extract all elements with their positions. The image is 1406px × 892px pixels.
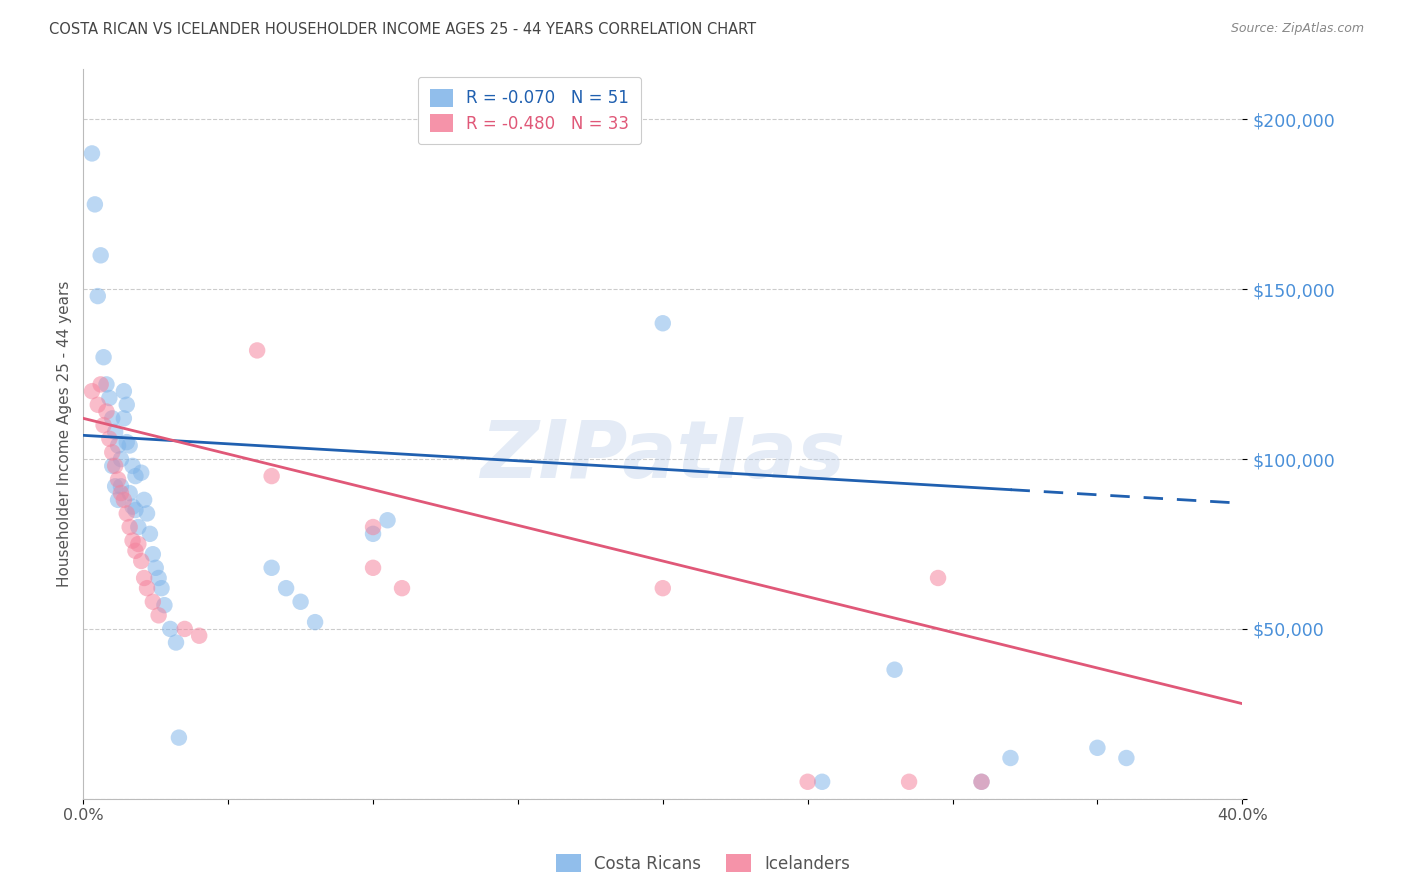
Point [153,598,176,612]
Point [139,526,162,541]
Point [1115,751,1137,765]
Point [651,316,673,330]
Point [101,458,124,473]
Point [83,197,105,211]
Point [134,571,156,585]
Point [1000,751,1022,765]
Point [142,547,165,561]
Point [115,435,138,450]
Point [246,343,269,358]
Point [136,507,159,521]
Point [290,595,312,609]
Point [377,513,399,527]
Point [150,581,173,595]
Point [80,146,103,161]
Point [112,492,135,507]
Point [124,544,146,558]
Point [304,615,326,629]
Point [129,554,152,568]
Point [173,622,195,636]
Point [1087,740,1109,755]
Point [115,507,138,521]
Point [115,398,138,412]
Point [107,492,129,507]
Point [811,774,834,789]
Point [188,629,211,643]
Point [104,479,127,493]
Point [110,486,132,500]
Point [110,452,132,467]
Point [927,571,949,585]
Point [87,398,110,412]
Point [127,537,149,551]
Point [118,520,141,534]
Point [124,503,146,517]
Point [361,526,384,541]
Point [98,391,121,405]
Point [148,608,170,623]
Point [129,466,152,480]
Point [101,411,124,425]
Point [118,486,141,500]
Point [970,774,993,789]
Point [121,458,143,473]
Point [142,595,165,609]
Point [651,581,673,595]
Point [159,622,181,636]
Text: ZIPatlas: ZIPatlas [481,417,845,494]
Point [260,561,283,575]
Point [145,561,167,575]
Point [93,350,115,364]
Legend: Costa Ricans, Icelanders: Costa Ricans, Icelanders [550,847,856,880]
Point [361,561,384,575]
Point [124,469,146,483]
Point [80,384,103,399]
Point [121,533,143,548]
Point [90,377,112,392]
Point [96,404,118,418]
Point [101,445,124,459]
Point [148,571,170,585]
Point [274,581,297,595]
Point [361,520,384,534]
Point [112,411,135,425]
Point [96,377,118,392]
Text: COSTA RICAN VS ICELANDER HOUSEHOLDER INCOME AGES 25 - 44 YEARS CORRELATION CHART: COSTA RICAN VS ICELANDER HOUSEHOLDER INC… [49,22,756,37]
Point [87,289,110,303]
Point [107,438,129,452]
Legend: R = -0.070   N = 51, R = -0.480   N = 33: R = -0.070 N = 51, R = -0.480 N = 33 [418,77,641,145]
Point [796,774,818,789]
Point [118,438,141,452]
Point [391,581,413,595]
Point [898,774,921,789]
Text: Source: ZipAtlas.com: Source: ZipAtlas.com [1230,22,1364,36]
Point [90,248,112,262]
Point [260,469,283,483]
Point [93,418,115,433]
Point [107,473,129,487]
Point [121,500,143,514]
Y-axis label: Householder Income Ages 25 - 44 years: Householder Income Ages 25 - 44 years [58,280,72,587]
Point [112,384,135,399]
Point [127,520,149,534]
Point [110,479,132,493]
Point [134,492,156,507]
Point [136,581,159,595]
Point [167,731,190,745]
Point [98,432,121,446]
Point [970,774,993,789]
Point [104,458,127,473]
Point [883,663,905,677]
Point [104,425,127,439]
Point [165,635,187,649]
